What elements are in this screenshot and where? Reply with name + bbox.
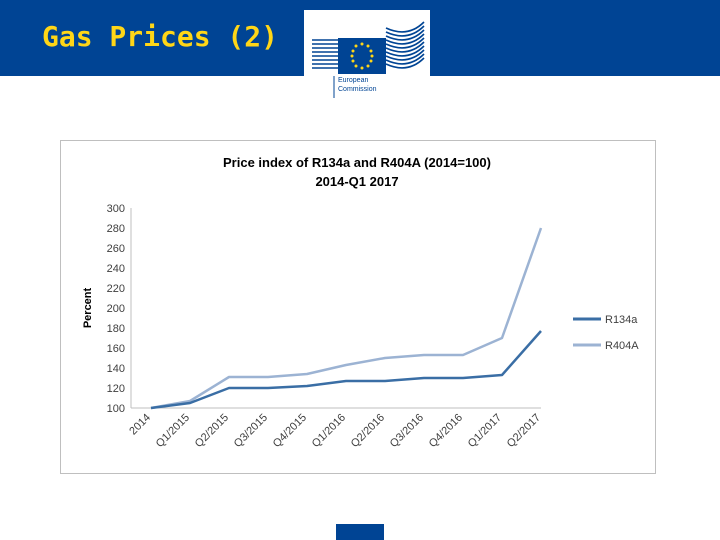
x-tick-label: Q2/2017	[505, 412, 543, 450]
x-axis: 2014 Q1/2015 Q2/2015 Q3/2015 Q4/2015 Q1/2016 Q…	[127, 407, 543, 450]
x-tick-label: Q1/2017	[466, 412, 504, 450]
x-tick-label: Q4/2016	[427, 412, 465, 450]
y-tick-label: 280	[107, 223, 125, 235]
x-tick-label: Q1/2015	[154, 412, 192, 450]
logo-graphic	[312, 21, 425, 98]
series-line-r134a	[150, 330, 542, 410]
x-tick-label: Q3/2016	[388, 412, 426, 450]
y-tick-label: 100	[107, 403, 125, 415]
footer-bar	[336, 524, 384, 540]
logo-text-line1: European	[338, 77, 369, 84]
x-tick-label: Q4/2015	[271, 412, 309, 450]
logo-text-line2: Commission	[338, 86, 377, 93]
y-axis: 100 120 140 160 180 200 220 240 260 280 300	[107, 203, 132, 415]
y-tick-label: 220	[107, 283, 125, 295]
y-tick-label: 200	[107, 303, 125, 315]
chart-title: Price index of R134a and R404A (2014=100…	[223, 155, 491, 170]
chart-frame: Price index of R134a and R404A (2014=100…	[60, 140, 656, 474]
chart-subtitle: 2014-Q1 2017	[315, 174, 398, 189]
series-lines	[150, 227, 543, 410]
y-tick-label: 160	[107, 343, 125, 355]
european-commission-logo: European Commission	[304, 10, 430, 100]
page-title: Gas Prices (2)	[42, 20, 279, 53]
line-chart: Price index of R134a and R404A (2014=100…	[82, 155, 639, 450]
y-tick-label: 120	[107, 383, 125, 395]
x-tick-label: Q1/2016	[310, 412, 348, 450]
y-tick-label: 180	[107, 323, 125, 335]
legend: R134a R404A	[573, 314, 639, 352]
legend-label: R134a	[605, 314, 638, 326]
y-tick-label: 140	[107, 363, 125, 375]
x-tick-label: Q3/2015	[232, 412, 270, 450]
y-tick-label: 300	[107, 203, 125, 215]
y-tick-label: 260	[107, 243, 125, 255]
series-line-r404a	[150, 227, 543, 410]
x-tick-label: 2014	[127, 412, 153, 438]
y-axis-label: Percent	[82, 287, 94, 328]
y-tick-label: 240	[107, 263, 125, 275]
x-tick-label: Q2/2016	[349, 412, 387, 450]
legend-label: R404A	[605, 340, 639, 352]
eu-stars-icon	[350, 42, 374, 70]
x-tick-label: Q2/2015	[193, 412, 231, 450]
